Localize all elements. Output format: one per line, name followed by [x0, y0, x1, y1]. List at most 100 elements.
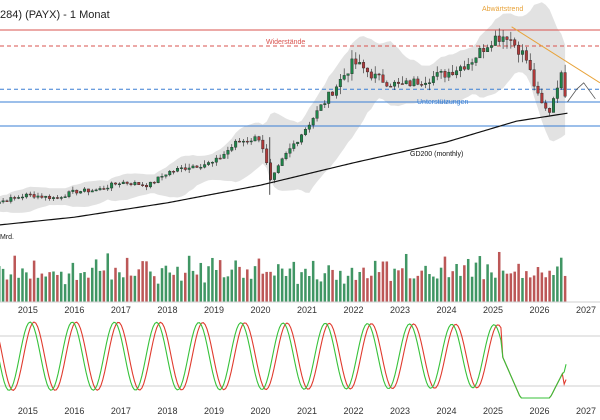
oscillator [0, 321, 567, 399]
volume-bar [408, 278, 412, 302]
candle-body [152, 181, 156, 184]
candle-body [230, 147, 234, 151]
volume-bar [67, 273, 71, 302]
volume-bar [56, 274, 59, 302]
candle-body [98, 188, 102, 191]
candle-body [474, 57, 478, 63]
candle-body [67, 191, 71, 197]
volume-bar [288, 268, 292, 302]
candle-body [168, 171, 172, 176]
candle-body [559, 72, 563, 89]
candle-body [350, 58, 354, 74]
volume-bar [528, 277, 532, 302]
volume-bar [253, 266, 257, 302]
candle-body [493, 35, 497, 46]
candle-body [412, 78, 416, 87]
candle-body [32, 194, 36, 198]
volume-bar [28, 278, 32, 302]
volume-bar [350, 267, 354, 302]
volume-bar [490, 272, 493, 302]
volume-bar [389, 280, 392, 302]
candle-body [478, 48, 482, 59]
candle-body [427, 82, 431, 84]
candle-body [346, 73, 350, 76]
volume-bar [463, 265, 466, 302]
candle-body [44, 195, 48, 198]
volume-bar [98, 270, 102, 302]
year-tick-label: 2027 [576, 305, 596, 315]
volume-bar [187, 255, 191, 302]
volume-bar [304, 268, 307, 302]
candle-body [121, 181, 125, 185]
volume-bar [327, 265, 330, 302]
candle-body [315, 110, 319, 119]
candle-body [106, 187, 110, 190]
bollinger-band [0, 2, 566, 213]
volume-unit-label: Mrd. [0, 234, 14, 241]
volume-bar [439, 267, 443, 302]
candle-body [5, 200, 9, 202]
volume-bar [75, 279, 79, 302]
year-tick-label: 2025 [483, 406, 503, 416]
candle-body [552, 98, 555, 113]
candle-body [164, 174, 168, 177]
volume-bar [63, 284, 67, 302]
candle-body [117, 183, 121, 186]
candle-body [148, 181, 152, 188]
candle-body [455, 70, 459, 76]
candle-body [555, 87, 559, 99]
volume-bar [249, 278, 253, 302]
volume-bar [234, 260, 237, 302]
volume-bar [331, 269, 334, 302]
volume-bar [164, 265, 168, 302]
volume-bar [292, 261, 296, 302]
volume-bar [180, 280, 183, 302]
candle-body [114, 182, 117, 185]
candle-body [133, 182, 137, 185]
candle-body [24, 193, 28, 198]
volume-bar [1, 268, 5, 302]
year-tick-label: 2024 [436, 406, 456, 416]
candle-body [9, 197, 13, 202]
candle-body [365, 67, 369, 73]
candle-body [52, 197, 55, 199]
candle-body [253, 136, 257, 142]
volume-bar [277, 264, 280, 302]
candle-body [176, 168, 179, 172]
candle-body [385, 82, 389, 87]
volume-bar [9, 274, 13, 302]
year-tick-label: 2020 [250, 406, 270, 416]
volume-bar [342, 283, 346, 302]
candle-body [369, 71, 373, 79]
year-tick-label: 2022 [343, 406, 363, 416]
year-tick-label: 2025 [483, 305, 503, 315]
volume-bar [315, 279, 319, 302]
volume-bar [536, 267, 540, 302]
candles [0, 28, 567, 204]
year-tick-label: 2022 [343, 305, 363, 315]
volume-bar [482, 279, 485, 302]
year-tick-label: 2017 [111, 305, 131, 315]
candle-body [509, 39, 513, 41]
candle-body [214, 157, 218, 163]
candle-body [141, 184, 145, 186]
volume-bar [21, 268, 24, 302]
candle-body [517, 44, 521, 55]
volume-bar [273, 275, 276, 302]
volume-bar [428, 274, 431, 302]
candle-body [71, 189, 75, 192]
candle-body [1, 200, 5, 203]
volume-bar [215, 269, 218, 302]
year-tick-label: 2026 [530, 305, 550, 315]
volume-bar [238, 266, 241, 302]
volume-bar [5, 279, 9, 302]
year-tick-label: 2019 [204, 305, 224, 315]
volume-bar [13, 255, 16, 302]
volume-bar [156, 283, 160, 302]
volume-bar [370, 275, 373, 302]
candle-body [102, 188, 106, 190]
volume-bar [447, 277, 451, 302]
volume-bar [373, 260, 377, 302]
candle-body [79, 191, 83, 194]
